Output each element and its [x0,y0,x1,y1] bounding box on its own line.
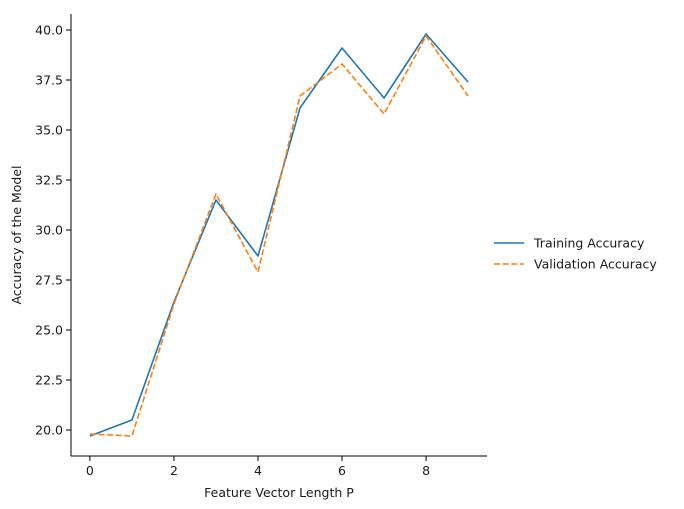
legend-label: Training Accuracy [533,236,645,251]
legend-label: Validation Accuracy [534,257,657,272]
x-tick-label: 0 [86,463,94,478]
y-tick-label: 32.5 [35,173,63,188]
x-tick-label: 2 [170,463,178,478]
x-tick-label: 8 [422,463,430,478]
y-tick-label: 25.0 [35,323,63,338]
axes [70,14,487,457]
y-ticks: 20.0 22.5 25.0 27.5 30.0 32.5 35.0 37.5 40.0 [35,23,71,438]
y-tick-label: 35.0 [35,123,63,138]
series-line-validation [89,35,469,437]
x-tick-label: 4 [254,463,262,478]
y-tick-label: 40.0 [35,23,63,38]
y-axis-label: Accuracy of the Model [9,165,24,304]
x-ticks: 0 2 4 6 8 [86,456,430,478]
y-tick-label: 22.5 [35,373,63,388]
y-tick-label: 30.0 [35,223,63,238]
y-tick-label: 37.5 [35,73,63,88]
legend: Training Accuracy Validation Accuracy [494,236,657,272]
y-tick-label: 20.0 [35,423,63,438]
x-tick-label: 6 [338,463,346,478]
series-group [89,33,469,437]
x-axis-label: Feature Vector Length P [204,485,354,500]
y-tick-label: 27.5 [35,273,63,288]
series-line-training [89,33,469,437]
